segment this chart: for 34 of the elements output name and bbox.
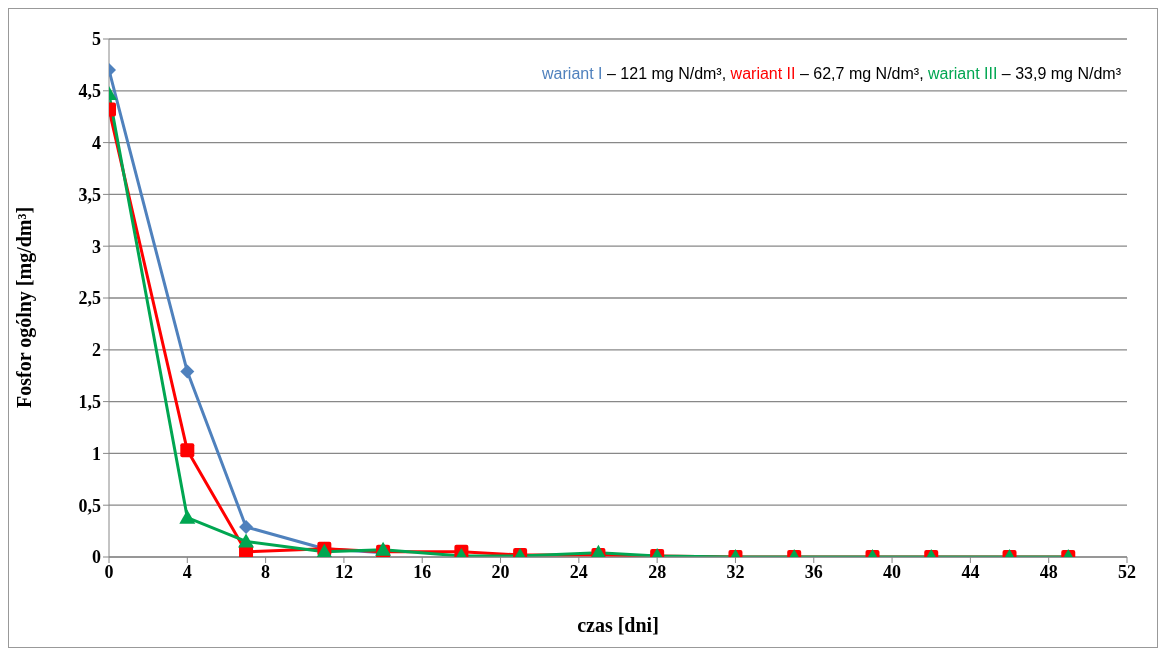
- x-tick-label: 40: [883, 561, 902, 582]
- x-tick-label: 4: [182, 561, 192, 582]
- y-tick-label: 2,5: [78, 288, 101, 309]
- y-tick-label: 5: [92, 29, 101, 50]
- y-tick-label: 0,5: [78, 495, 101, 516]
- y-tick-label: 1,5: [78, 391, 101, 412]
- x-tick-label: 48: [1039, 561, 1058, 582]
- point: [179, 509, 196, 524]
- text: wariant II: [730, 65, 796, 82]
- x-tick-label: 16: [413, 561, 432, 582]
- y-tick-label: 2: [92, 340, 101, 361]
- y-tick-label: 4: [92, 132, 101, 153]
- y-tick-label: 3,5: [78, 184, 101, 205]
- annotation: – 33,9 mg N/dm³: [1000, 65, 1121, 82]
- x-tick-label: 28: [648, 561, 667, 582]
- x-axis-title: czas [dni]: [577, 614, 659, 636]
- y-tick-label: 0: [92, 547, 101, 568]
- y-axis-title: Fosfor ogólny [mg/dm³]: [13, 206, 37, 408]
- x-tick-label: 8: [261, 561, 271, 582]
- x-tick-label: 36: [804, 561, 823, 582]
- x-tick-label: 12: [334, 561, 353, 582]
- x-tick-label: 44: [961, 561, 980, 582]
- annotation: – 62,7 mg N/dm³,: [798, 65, 925, 82]
- x-tick-label: 32: [726, 561, 745, 582]
- y-tick-label: 4,5: [78, 81, 101, 102]
- x-tick-label: 52: [1118, 561, 1136, 582]
- annotation: – 121 mg N/dm³,: [606, 65, 728, 82]
- text: wariant III: [928, 65, 998, 82]
- text: wariant I: [542, 65, 603, 82]
- x-tick-label: 20: [491, 561, 510, 582]
- y-tick-label: 1: [92, 443, 101, 464]
- x-tick-label: 24: [569, 561, 588, 582]
- y-tick-label: 3: [92, 236, 101, 257]
- point: [238, 533, 255, 548]
